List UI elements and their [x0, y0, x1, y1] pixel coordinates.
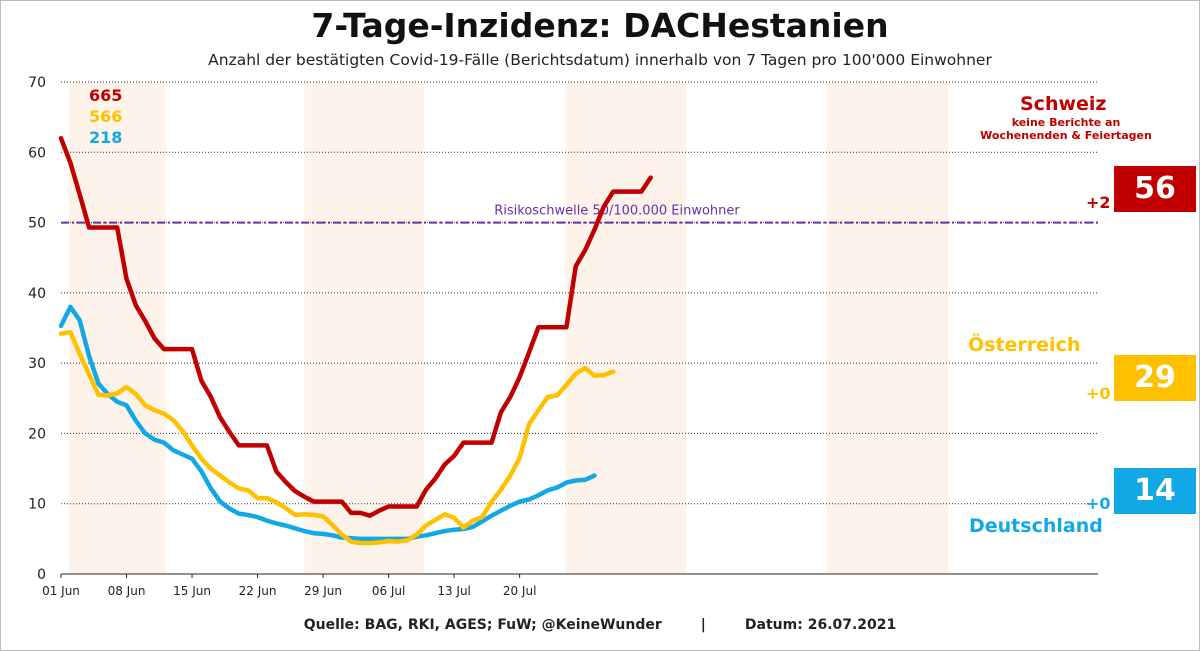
weekend-band-2 — [304, 82, 425, 574]
series-name-deutschland: Deutschland — [969, 515, 1103, 537]
schweiz-note-line-2: Wochenenden & Feiertagen — [980, 129, 1152, 142]
x-tick-label-3: 22 Jun — [239, 584, 277, 598]
x-tick-label-5: 06 Jul — [372, 584, 406, 598]
peak-label-schweiz: 665 — [89, 86, 123, 105]
peak-label-deutschland: 218 — [89, 128, 123, 147]
peak-label-oesterreich: 566 — [89, 107, 123, 126]
x-tick-label-6: 13 Jul — [437, 584, 471, 598]
footer: Quelle: BAG, RKI, AGES; FuW; @KeineWunde… — [0, 617, 1200, 633]
x-tick-label-1: 08 Jun — [108, 584, 146, 598]
value-badge-schweiz: 56 — [1114, 166, 1196, 212]
y-tick-label-60: 60 — [28, 145, 46, 161]
y-tick-label-70: 70 — [28, 75, 46, 91]
x-tick-label-7: 20 Jul — [503, 584, 537, 598]
y-tick-label-20: 20 — [28, 426, 46, 442]
y-tick-label-10: 10 — [28, 497, 46, 513]
change-label-oesterreich: +0 — [1086, 384, 1111, 403]
weekend-band-4 — [826, 82, 949, 574]
change-label-schweiz: +2 — [1086, 193, 1111, 212]
x-tick-label-0: 01 Jun — [42, 584, 80, 598]
series-name-schweiz: Schweiz — [1020, 93, 1107, 115]
axes: 0 10 20 30 40 50 60 70 01 Jun 08 Jun 15 Jun 22 Jun 2… — [28, 75, 1098, 598]
schweiz-note: keine Berichte an Wochenenden & Feiertag… — [948, 116, 1184, 142]
weekend-band-3 — [565, 82, 687, 574]
footer-date: Datum: 26.07.2021 — [744, 617, 897, 633]
series-name-oesterreich: Österreich — [968, 334, 1081, 356]
y-tick-label-0: 0 — [37, 567, 46, 583]
series-line-schweiz — [58, 135, 653, 518]
chart-subtitle: Anzahl der bestätigten Covid-19-Fälle (B… — [208, 51, 992, 69]
schweiz-note-line-1: keine Berichte an — [1011, 116, 1121, 129]
x-tick-label-4: 29 Jun — [304, 584, 342, 598]
y-tick-label-30: 30 — [28, 356, 46, 372]
x-tick-label-2: 15 Jun — [173, 584, 211, 598]
y-tick-label-40: 40 — [28, 286, 46, 302]
weekend-shading — [68, 82, 949, 574]
value-badge-deutschland: 14 — [1114, 468, 1196, 514]
chart-title: 7-Tage-Inzidenz: DACHestanien — [311, 6, 889, 45]
y-tick-label-50: 50 — [28, 216, 46, 232]
change-label-deutschland: +0 — [1086, 494, 1111, 513]
value-badge-oesterreich: 29 — [1114, 355, 1196, 401]
footer-separator: | — [700, 617, 706, 633]
footer-source: Quelle: BAG, RKI, AGES; FuW; @KeineWunde… — [303, 617, 662, 633]
series-lines — [58, 135, 653, 546]
series-line-deutschland — [58, 304, 597, 542]
threshold-line: Risikoschwelle 50/100.000 Einwohner — [61, 204, 1098, 224]
threshold-label: Risikoschwelle 50/100.000 Einwohner — [494, 204, 740, 219]
series-line-oesterreich — [58, 329, 616, 546]
